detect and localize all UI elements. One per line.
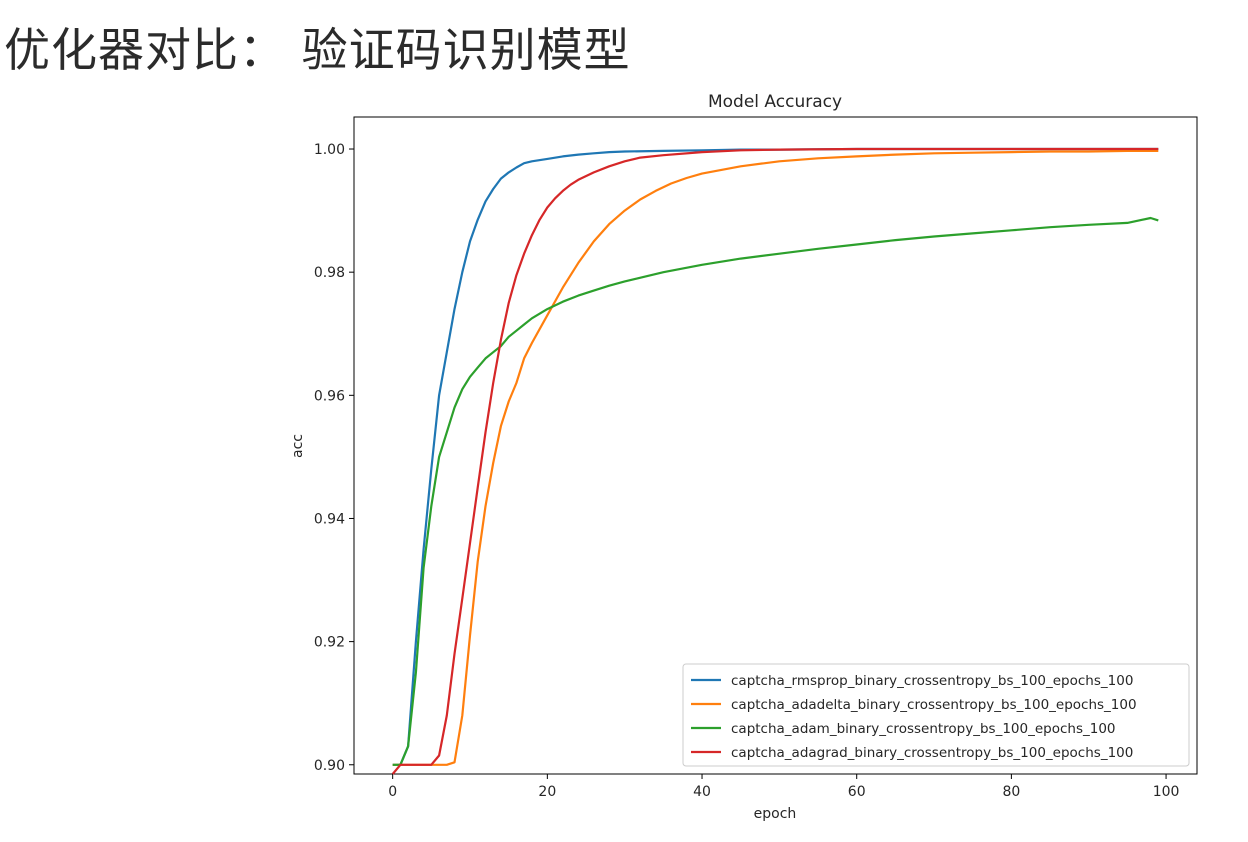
legend-label: captcha_adagrad_binary_crossentropy_bs_1… [731, 745, 1133, 761]
y-axis-ticks: 0.90 0.92 0.94 0.96 0.98 1.00 [314, 142, 354, 774]
series-line [392, 216, 1159, 766]
series-line [391, 147, 1159, 775]
slide-title: 优化器对比： 验证码识别模型 [4, 23, 631, 77]
y-tick-label: 0.98 [314, 265, 345, 281]
plot-frame [353, 116, 1198, 775]
y-tick-label: 0.96 [314, 388, 345, 404]
y-tick-label: 0.92 [314, 635, 345, 651]
x-tick-label: 100 [1153, 784, 1180, 800]
legend-label: captcha_adadelta_binary_crossentropy_bs_… [731, 697, 1137, 713]
y-tick-label: 1.00 [314, 142, 345, 158]
x-axis-label: epoch [754, 806, 797, 822]
legend-label: captcha_rmsprop_binary_crossentropy_bs_1… [731, 673, 1133, 689]
y-tick-label: 0.90 [314, 758, 345, 774]
x-tick-label: 0 [388, 784, 397, 800]
x-tick-label: 60 [848, 784, 866, 800]
series-lines [391, 147, 1159, 775]
legend-label: captcha_adam_binary_crossentropy_bs_100_… [731, 721, 1116, 737]
y-axis-label: acc [290, 434, 306, 458]
x-tick-label: 20 [538, 784, 556, 800]
legend: captcha_rmsprop_binary_crossentropy_bs_1… [682, 663, 1190, 767]
y-tick-label: 0.94 [314, 511, 345, 527]
x-axis-ticks: 0 20 40 60 80 100 [388, 774, 1179, 800]
chart-title: Model Accuracy [708, 92, 842, 112]
x-tick-label: 80 [1002, 784, 1020, 800]
plot-area [353, 116, 1198, 775]
x-tick-label: 40 [693, 784, 711, 800]
legend-box [682, 663, 1190, 767]
series-line [392, 149, 1159, 766]
